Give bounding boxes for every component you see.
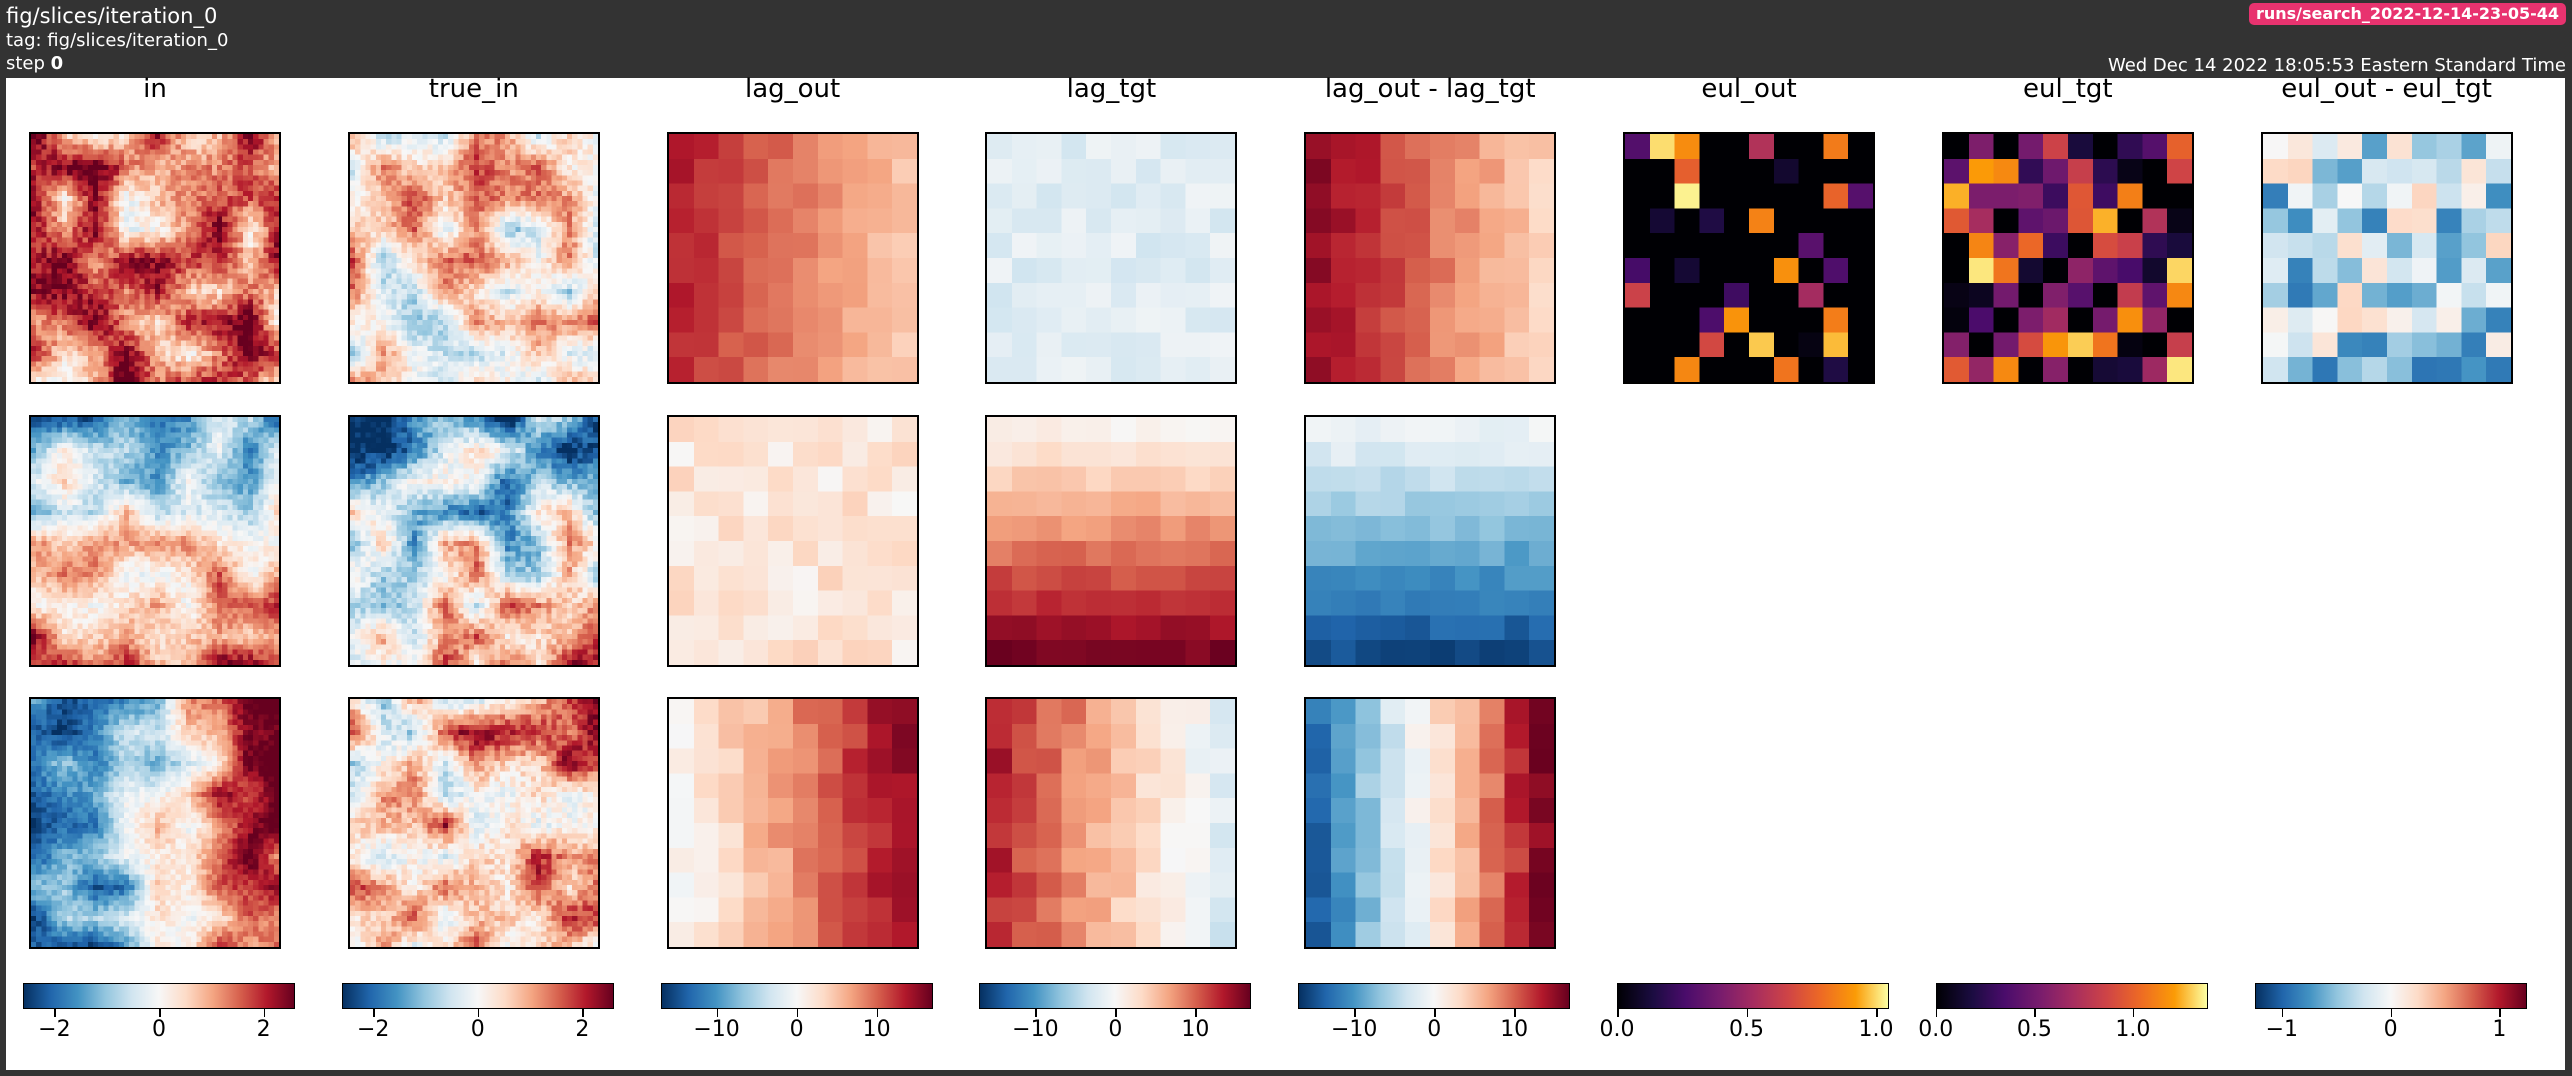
heatmap-0-2	[666, 132, 919, 384]
heatmap-0-5	[1623, 132, 1875, 384]
page-title: fig/slices/iteration_0	[6, 4, 218, 28]
colorbar-tick	[2034, 1009, 2036, 1017]
heatmap-1-1	[347, 415, 600, 667]
colorbar-tick	[1434, 1009, 1436, 1017]
heatmap-0-0	[29, 132, 281, 384]
column-title-7: eul_out - eul_tgt	[2281, 74, 2492, 104]
colorbar-tick	[1354, 1009, 1356, 1017]
column-title-4: lag_out - lag_tgt	[1324, 74, 1536, 104]
colorbar-tick-label: −2	[38, 1017, 71, 1042]
colorbar-tick-label: 0	[1108, 1017, 1123, 1042]
timestamp: Wed Dec 14 2022 18:05:53 Eastern Standar…	[2107, 55, 2566, 76]
colorbar-4	[1298, 983, 1571, 1009]
colorbar-tick-label: 0	[152, 1017, 166, 1042]
heatmap-1-2	[666, 415, 919, 667]
colorbar-tick	[2499, 1009, 2501, 1017]
colorbar-tick-label: 0	[2383, 1017, 2398, 1042]
heatmap-0-3	[985, 132, 1238, 384]
colorbar-tick	[159, 1009, 161, 1017]
heatmap-0-1	[347, 132, 600, 384]
colorbar-tick-label: 0.0	[1918, 1017, 1954, 1042]
colorbar-tick	[477, 1009, 480, 1017]
colorbar-7	[2254, 983, 2527, 1009]
colorbar-tick-label: 0	[470, 1017, 485, 1042]
figure-canvas: in −2 0 2 true_in −2 0 2 lag_out −10 0 10 lag_tgt −10…	[6, 74, 2565, 1070]
colorbar-tick-label: 10	[862, 1017, 891, 1042]
colorbar-tick-label: 10	[1181, 1017, 1210, 1042]
colorbar-tick-label: 0.5	[1729, 1017, 1765, 1042]
colorbar-1	[341, 983, 614, 1009]
colorbar-tick	[263, 1009, 266, 1017]
heatmap-2-3	[985, 697, 1238, 949]
colorbar-tick-label: 1	[2492, 1017, 2507, 1042]
column-title-5: eul_out	[1701, 74, 1797, 104]
colorbar-tick-label: 2	[256, 1017, 271, 1042]
colorbar-tick	[54, 1009, 56, 1017]
colorbar-tick-label: 2	[575, 1017, 590, 1042]
colorbar-tick	[1514, 1009, 1516, 1017]
colorbar-tick	[1876, 1009, 1878, 1017]
heatmap-2-1	[347, 697, 600, 949]
step-value: 0	[50, 53, 64, 74]
colorbar-tick-label: −2	[356, 1017, 390, 1042]
colorbar-tick	[1746, 1009, 1749, 1017]
step-text: step	[6, 53, 45, 74]
column-title-1: true_in	[428, 74, 519, 104]
colorbar-tick-label: 1.0	[1858, 1017, 1894, 1042]
colorbar-5	[1617, 983, 1889, 1009]
colorbar-tick	[1035, 1009, 1037, 1017]
colorbar-tick	[796, 1009, 799, 1017]
colorbar-tick	[1195, 1009, 1197, 1017]
heatmap-0-7	[2260, 132, 2513, 384]
colorbar-tick-label: −10	[1012, 1017, 1059, 1042]
column-title-2: lag_out	[744, 74, 841, 104]
heatmap-0-6	[1941, 132, 2194, 384]
colorbar-tick	[1935, 1009, 1938, 1017]
column-title-0: in	[143, 74, 167, 104]
colorbar-tick	[582, 1009, 584, 1017]
heatmap-2-4	[1304, 697, 1557, 949]
heatmap-1-0	[29, 415, 281, 667]
colorbar-tick-label: 0.5	[2016, 1017, 2052, 1042]
colorbar-0	[23, 983, 295, 1009]
colorbar-tick-label: −1	[2265, 1017, 2299, 1042]
run-badge[interactable]: runs/search_2022-12-14-23-05-44	[2248, 3, 2566, 25]
heatmap-1-3	[985, 415, 1238, 667]
colorbar-tick	[2390, 1009, 2393, 1017]
heatmap-2-2	[666, 697, 919, 949]
colorbar-tick	[2281, 1009, 2284, 1017]
column-title-6: eul_tgt	[2023, 74, 2113, 104]
colorbar-tick-label: 10	[1500, 1017, 1529, 1042]
colorbar-tick	[1617, 1009, 1619, 1017]
colorbar-tick	[373, 1009, 375, 1017]
colorbar-tick	[1115, 1009, 1117, 1017]
colorbar-tick	[716, 1009, 719, 1017]
heatmap-2-0	[29, 697, 281, 949]
colorbar-tick-label: −10	[1330, 1017, 1378, 1042]
tag-label: tag: fig/slices/iteration_0	[6, 30, 229, 51]
column-title-3: lag_tgt	[1066, 74, 1157, 104]
colorbar-tick-label: 0.0	[1599, 1017, 1635, 1042]
heatmap-1-4	[1304, 415, 1557, 667]
step-label: step 0	[6, 53, 63, 74]
colorbar-tick	[2132, 1009, 2135, 1017]
colorbar-6	[1935, 983, 2208, 1009]
colorbar-2	[660, 983, 933, 1009]
heatmap-0-4	[1304, 132, 1557, 384]
colorbar-3	[979, 983, 1252, 1009]
colorbar-tick-label: −10	[693, 1017, 740, 1042]
colorbar-tick-label: 0	[789, 1017, 804, 1042]
colorbar-tick-label: 1.0	[2115, 1017, 2151, 1042]
colorbar-tick-label: 0	[1427, 1017, 1442, 1042]
colorbar-tick	[876, 1009, 879, 1017]
